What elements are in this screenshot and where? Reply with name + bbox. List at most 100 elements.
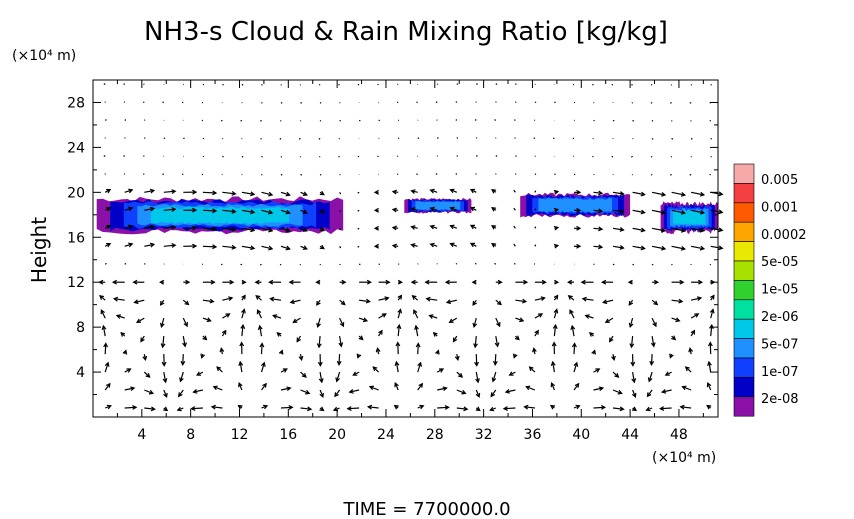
wind-vector-head bbox=[373, 243, 379, 249]
wind-vector-head bbox=[250, 245, 256, 251]
wind-vector bbox=[260, 362, 265, 373]
wind-vector-head bbox=[549, 404, 556, 410]
wind-vector bbox=[259, 325, 263, 337]
wind-vector-head bbox=[301, 373, 307, 378]
wind-vector-head bbox=[600, 405, 607, 410]
wind-vector bbox=[690, 84, 693, 86]
wind-vector bbox=[319, 173, 322, 176]
wind-vector bbox=[436, 137, 439, 139]
wind-vector-head bbox=[319, 392, 324, 398]
wind-vector-head bbox=[553, 207, 560, 213]
wind-vector-head bbox=[292, 318, 298, 324]
wind-vector-head bbox=[163, 406, 169, 412]
wind-vector bbox=[612, 407, 624, 410]
wind-vector bbox=[318, 84, 321, 86]
wind-vector-head bbox=[645, 406, 651, 412]
wind-vector bbox=[710, 245, 723, 249]
wind-vector bbox=[142, 173, 145, 175]
wind-vector bbox=[495, 83, 498, 86]
wind-vector bbox=[261, 174, 263, 176]
wind-vector-head bbox=[429, 242, 435, 248]
wind-vector-head bbox=[475, 392, 481, 398]
wind-vector-head bbox=[491, 206, 497, 212]
wind-vector bbox=[300, 101, 303, 104]
wind-vector-head bbox=[497, 279, 503, 285]
wind-vector-head bbox=[418, 382, 424, 388]
wind-vector bbox=[241, 227, 255, 231]
y-tick-label: 12 bbox=[67, 275, 85, 291]
wind-vector bbox=[475, 155, 478, 157]
wind-vector bbox=[490, 389, 497, 397]
wind-vector bbox=[280, 227, 290, 232]
wind-vector bbox=[143, 119, 146, 121]
wind-vector-head bbox=[177, 392, 183, 398]
wind-vector-head bbox=[435, 349, 440, 355]
wind-vector-head bbox=[192, 225, 198, 231]
wind-vector-head bbox=[212, 244, 218, 250]
wind-vector-head bbox=[228, 296, 234, 301]
wind-vector-head bbox=[469, 188, 476, 194]
wind-vector bbox=[338, 155, 340, 158]
wind-vector-head bbox=[553, 294, 559, 300]
wind-vector-head bbox=[550, 360, 556, 366]
wind-vector bbox=[689, 102, 692, 104]
wind-vector bbox=[280, 173, 283, 176]
wind-vector bbox=[605, 317, 614, 323]
wind-vector-head bbox=[551, 341, 557, 347]
wind-vector bbox=[280, 387, 291, 391]
wind-vector bbox=[104, 362, 109, 373]
wind-vector bbox=[357, 191, 360, 194]
wind-vector bbox=[144, 407, 155, 410]
wind-vector bbox=[136, 317, 145, 323]
wind-vector-head bbox=[491, 188, 497, 194]
wind-vector-head bbox=[268, 209, 274, 215]
wind-vector bbox=[553, 309, 558, 319]
wind-vector bbox=[104, 343, 107, 355]
wind-vector-head bbox=[429, 224, 435, 230]
wind-vector-head bbox=[588, 331, 594, 337]
wind-vector-head bbox=[305, 389, 311, 395]
wind-vector-head bbox=[523, 404, 529, 410]
x-tick-label: 44 bbox=[621, 427, 639, 443]
wind-vector bbox=[515, 83, 517, 85]
wind-vector-head bbox=[195, 371, 202, 376]
colorbar-label: 0.005 bbox=[761, 173, 798, 188]
wind-vector-head bbox=[496, 322, 501, 328]
wind-vector-head bbox=[259, 342, 265, 348]
wind-vector bbox=[651, 137, 654, 140]
wind-vector-head bbox=[128, 242, 134, 248]
wind-vector-head bbox=[395, 341, 401, 347]
wind-vector bbox=[182, 335, 186, 347]
wind-vector bbox=[124, 119, 127, 121]
wind-vector-head bbox=[149, 224, 156, 230]
wind-vector bbox=[397, 325, 400, 337]
wind-vector bbox=[163, 208, 176, 211]
wind-vector-head bbox=[576, 189, 582, 195]
wind-vector bbox=[100, 309, 106, 319]
wind-vector-head bbox=[718, 191, 724, 197]
wind-vector bbox=[222, 313, 230, 319]
wind-vector bbox=[339, 209, 342, 213]
wind-vector bbox=[632, 191, 645, 196]
wind-vector bbox=[124, 243, 133, 247]
wind-vector-head bbox=[491, 224, 497, 230]
wind-vector-head bbox=[375, 347, 381, 353]
wind-vector bbox=[710, 227, 723, 231]
wind-vector-head bbox=[315, 279, 321, 285]
wind-vector bbox=[650, 102, 653, 104]
wind-vector-head bbox=[368, 385, 375, 391]
wind-vector bbox=[142, 101, 145, 104]
wind-vector bbox=[585, 314, 594, 319]
wind-vector-head bbox=[182, 342, 187, 348]
wind-vector bbox=[318, 155, 321, 158]
wind-vector-head bbox=[126, 368, 132, 373]
wind-vector-head bbox=[100, 309, 105, 315]
wind-vector bbox=[347, 407, 360, 410]
wind-vector bbox=[455, 173, 458, 175]
wind-vector-head bbox=[619, 245, 625, 250]
wind-vector bbox=[515, 317, 524, 322]
colorbar-label: 5e-05 bbox=[761, 255, 799, 270]
wind-vector-head bbox=[521, 298, 528, 304]
wind-vector-head bbox=[111, 279, 117, 285]
wind-vector bbox=[116, 314, 125, 319]
